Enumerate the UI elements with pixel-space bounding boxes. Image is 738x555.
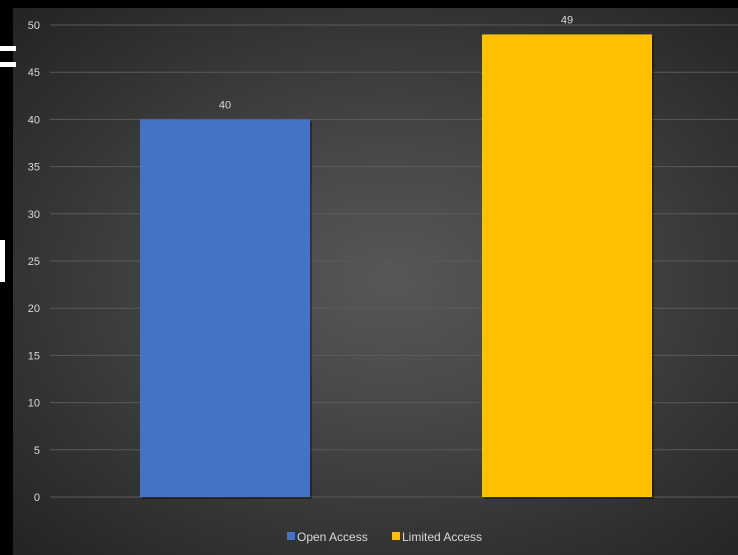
bars <box>140 34 654 500</box>
left-edge-mark-bar <box>0 240 5 282</box>
left-edge-mark-middle <box>0 62 16 67</box>
data-label: 49 <box>561 14 573 26</box>
legend-swatch <box>287 532 295 540</box>
data-labels: 40 49 <box>219 14 573 111</box>
y-tick-label: 25 <box>28 256 40 268</box>
legend-label: Limited Access <box>402 530 482 544</box>
y-tick-label: 20 <box>28 303 40 315</box>
legend: Open Access Limited Access <box>287 530 482 544</box>
bar-open-access <box>140 119 310 498</box>
y-tick-label: 5 <box>34 445 40 457</box>
y-tick-label: 30 <box>28 209 40 221</box>
y-tick-label: 40 <box>28 114 40 126</box>
left-edge-mark-top <box>0 46 16 51</box>
legend-label: Open Access <box>297 530 368 544</box>
y-tick-label: 45 <box>28 67 40 79</box>
y-axis-ticks: 0 5 10 15 20 25 30 35 40 45 50 <box>28 20 40 504</box>
y-tick-label: 0 <box>34 492 40 504</box>
y-tick-label: 10 <box>28 398 40 410</box>
data-label: 40 <box>219 99 231 111</box>
bar-limited-access <box>482 34 652 497</box>
y-tick-label: 15 <box>28 350 40 362</box>
legend-swatch <box>392 532 400 540</box>
y-tick-label: 35 <box>28 162 40 174</box>
y-tick-label: 50 <box>28 20 40 32</box>
